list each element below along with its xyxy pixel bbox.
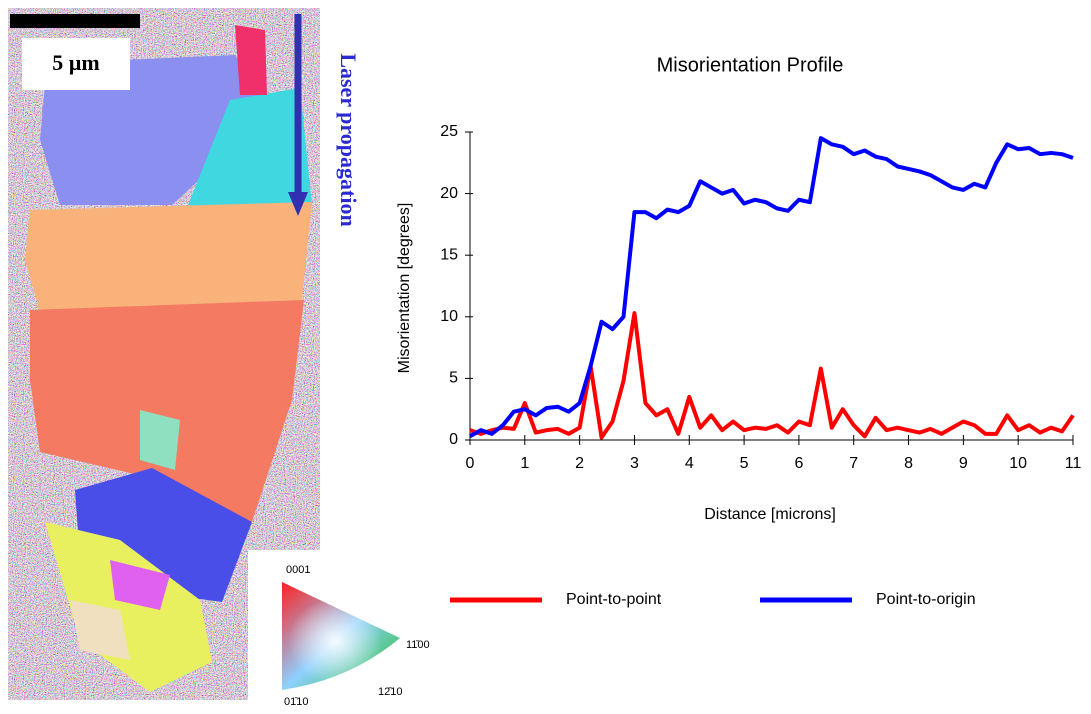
x-axis-label: Distance [microns] [704,506,836,523]
x-tick-label: 11 [1065,455,1082,472]
y-tick-label: 15 [440,246,458,263]
x-tick-label: 3 [630,455,639,472]
chart-title: Misorientation Profile [657,54,844,76]
scale-label: 5 µm [52,50,100,75]
key-label: 01̄10 [284,696,308,708]
x-tick-label: 10 [1009,455,1027,472]
x-tick-label: 8 [904,455,913,472]
key-label: 12̄10 [378,686,402,698]
x-tick-label: 0 [466,455,475,472]
legend-label: Point-to-point [566,591,662,608]
x-tick-label: 1 [520,455,529,472]
scale-bar [10,14,140,28]
y-tick-label: 20 [440,185,458,202]
grain-map [25,25,312,692]
line-series [469,136,1074,439]
x-tick-label: 7 [849,455,858,472]
annotation: Laser propagation [336,53,361,226]
color-key-white [282,582,400,690]
y-tick-label: 5 [449,370,458,387]
x-tick-label: 5 [740,455,749,472]
y-tick-label: 0 [449,431,458,448]
x-tick-label: 2 [575,455,584,472]
y-tick-label: 10 [440,308,458,325]
line-series [469,311,1075,440]
y-tick-label: 25 [440,123,458,140]
scale-label-box [22,38,130,90]
x-tick-label: 6 [794,455,803,472]
x-tick-label: 4 [685,455,694,472]
legend-label: Point-to-origin [876,591,976,608]
y-axis-label: Misorientation [degrees] [396,203,413,374]
arrow-head [288,192,308,216]
key-label: 0001 [286,564,310,576]
key-label: 11̄00 [406,639,430,651]
x-tick-label: 9 [959,455,968,472]
